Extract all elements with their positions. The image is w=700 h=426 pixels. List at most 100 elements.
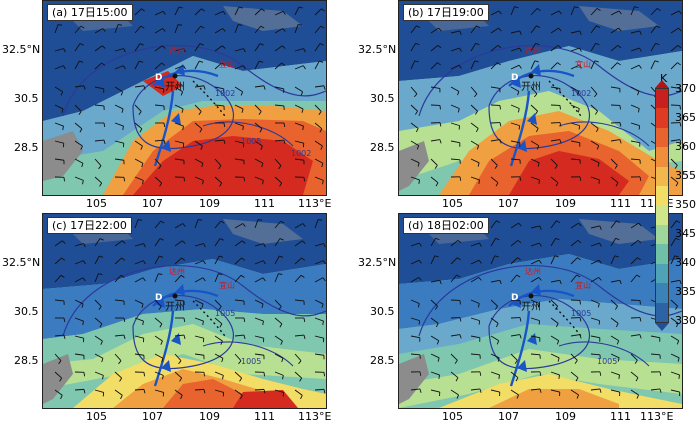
wind-barb <box>590 122 599 133</box>
wind-barb-staff <box>410 388 420 391</box>
wind-barb-feather <box>578 222 582 227</box>
wind-barb-feather <box>419 242 422 247</box>
wind-barb-staff <box>74 43 81 52</box>
wind-barb <box>134 317 144 326</box>
wind-barb-feather <box>182 65 186 70</box>
wind-barb <box>550 389 561 397</box>
wind-barb <box>610 86 621 93</box>
wind-barb-feather <box>62 65 66 70</box>
wind-barb-staff <box>294 104 304 110</box>
equivalent-potential-temperature-region <box>43 56 326 161</box>
wind-barb-staff <box>410 353 421 356</box>
wind-barb-staff <box>410 104 418 112</box>
wind-barb-feather <box>496 220 501 224</box>
wind-barb-staff <box>590 43 597 52</box>
wind-barb-feather <box>679 280 682 285</box>
wind-barb <box>314 176 324 185</box>
wind-barb-staff <box>294 48 304 52</box>
wind-barb-staff <box>294 86 303 93</box>
wind-barb <box>590 140 600 150</box>
wind-barb-staff <box>234 240 243 247</box>
wind-barb <box>274 255 284 265</box>
wind-barb-feather <box>300 395 303 400</box>
wind-barb-feather <box>162 28 166 32</box>
wind-barb-feather <box>556 220 561 224</box>
wind-barb <box>410 60 419 70</box>
wind-barb-feather <box>577 91 580 96</box>
wind-barb <box>154 255 164 265</box>
wind-barb <box>530 8 541 16</box>
wind-barb-staff <box>254 243 264 247</box>
wind-barb-feather <box>639 317 642 322</box>
wind-barb-staff <box>154 353 164 359</box>
wind-barb-staff <box>610 255 616 265</box>
wind-barb-feather <box>479 388 482 393</box>
wind-barb-staff <box>254 25 262 34</box>
isobar-contour <box>62 265 326 337</box>
wind-barb-staff <box>610 86 620 89</box>
wind-barb-staff <box>530 176 540 181</box>
wind-barb-staff <box>234 334 244 337</box>
wind-barb <box>530 317 541 325</box>
wind-barb <box>54 122 64 131</box>
wind-barb-feather <box>478 259 482 264</box>
wind-barb-feather <box>579 317 582 322</box>
wind-barb <box>410 104 418 115</box>
wind-barb <box>650 335 661 342</box>
wind-barb-staff <box>430 238 437 247</box>
wind-barb-staff <box>74 353 84 356</box>
wind-barb-feather <box>183 48 186 53</box>
wind-barb <box>234 48 246 53</box>
wind-barb-feather <box>518 222 522 227</box>
wind-barb-feather <box>120 274 125 278</box>
wind-barb-feather <box>558 374 560 379</box>
wind-barb-feather <box>555 182 559 187</box>
isobar-label: 1005 <box>241 357 261 366</box>
lat-label-b1: 32.5°N <box>358 43 397 56</box>
wind-barb <box>470 299 480 308</box>
wind-barb <box>54 158 65 165</box>
wind-barb-staff <box>490 389 500 393</box>
wind-barb-staff <box>610 158 618 166</box>
wind-barb <box>74 25 85 34</box>
wind-barb-staff <box>254 85 264 88</box>
wind-barb <box>174 122 184 131</box>
wind-barb <box>570 64 582 70</box>
wind-barb-feather <box>435 305 438 310</box>
wind-barb-feather <box>319 43 324 46</box>
wind-barb-feather <box>240 395 243 400</box>
wind-barb-staff <box>450 257 458 265</box>
isobar-contour <box>62 45 326 117</box>
wind-barb-staff <box>470 43 477 52</box>
wind-barb <box>74 43 84 52</box>
front-triangle <box>527 333 537 345</box>
trough-line <box>192 300 226 337</box>
wind-barb-feather <box>239 377 243 382</box>
wind-barb-staff <box>194 243 204 247</box>
wind-barb-feather <box>99 238 104 241</box>
wind-barb <box>74 122 83 133</box>
wind-barb-feather <box>616 220 621 224</box>
wind-barb-feather <box>516 394 519 399</box>
wind-barb-staff <box>530 335 540 339</box>
wind-barb-staff <box>570 47 580 52</box>
wind-barb-feather <box>61 108 64 113</box>
equivalent-potential-temperature-region <box>43 309 326 364</box>
wind-barb-staff <box>314 317 324 322</box>
wind-barb-feather <box>203 372 205 377</box>
wind-barb-feather <box>598 259 602 264</box>
wind-barb <box>114 299 125 305</box>
wind-barb-feather <box>677 357 680 362</box>
wind-barb-staff <box>510 353 518 361</box>
wind-barb-staff <box>294 371 302 379</box>
wind-barb <box>570 257 581 265</box>
wind-barb-feather <box>318 111 322 115</box>
kaizhou-marker <box>528 293 534 299</box>
wind-barb-feather <box>579 47 582 52</box>
wind-barb-feather <box>101 45 106 49</box>
disturbance-marker: D <box>155 73 162 83</box>
wind-barb <box>410 176 420 184</box>
wind-barb <box>570 353 578 364</box>
wind-barb-feather <box>219 238 224 241</box>
equivalent-potential-temperature-region <box>399 299 682 354</box>
